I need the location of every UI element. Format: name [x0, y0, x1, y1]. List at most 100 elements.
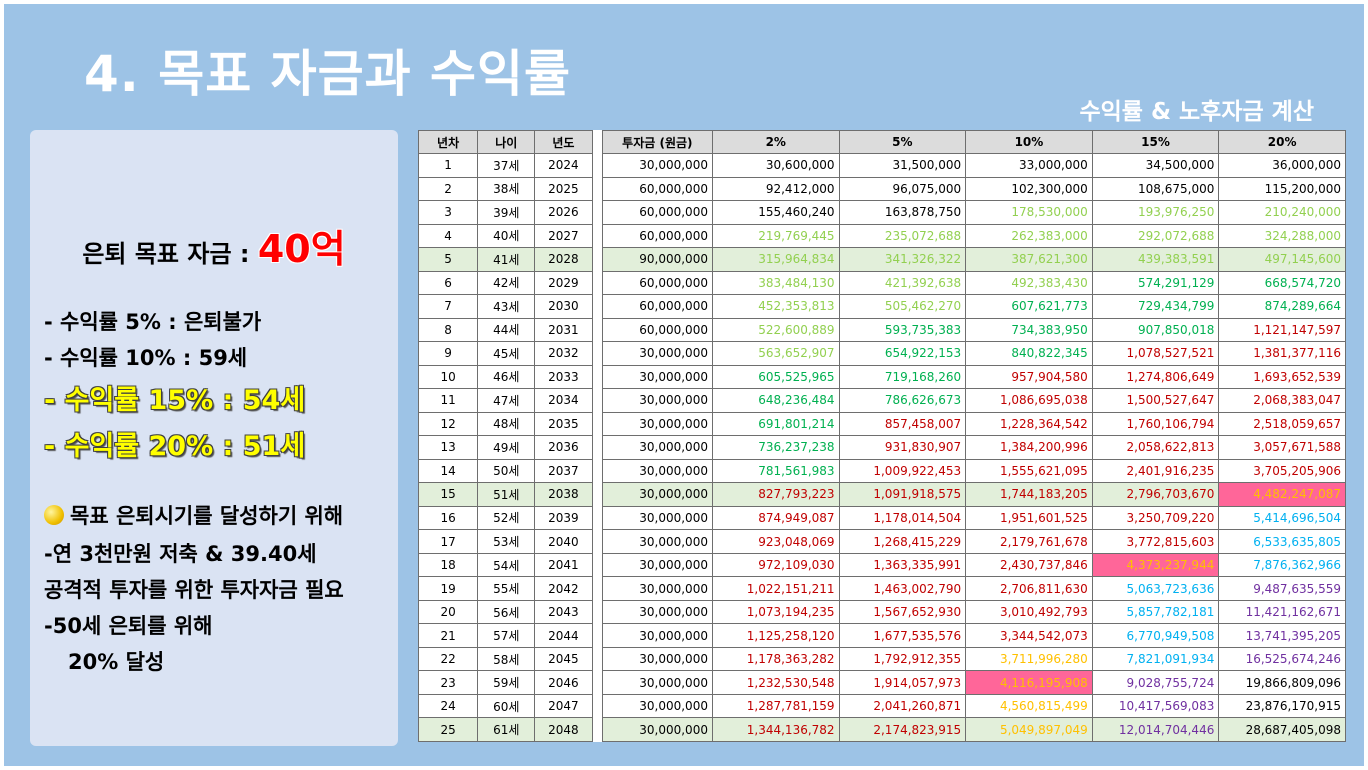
cell-rate-5: 654,922,153 — [838, 341, 967, 366]
cell-rate-20: 668,574,720 — [1218, 270, 1346, 296]
cell-age: 40세 — [477, 223, 536, 249]
cell-age: 42세 — [477, 270, 536, 296]
cell-rate-10: 3,344,542,073 — [965, 623, 1093, 648]
column-gap — [591, 670, 603, 695]
cell-rate-15: 7,821,091,934 — [1091, 646, 1220, 672]
cell-rate-15: 1,274,806,649 — [1091, 364, 1220, 390]
cell-age: 61세 — [477, 717, 536, 742]
column-gap — [591, 647, 603, 671]
cell-rate-15: 574,291,129 — [1091, 270, 1220, 296]
cell-age: 38세 — [477, 176, 536, 202]
cell-rate-15: 34,500,000 — [1091, 153, 1220, 178]
cell-rate-2: 827,793,223 — [711, 482, 840, 507]
column-gap — [591, 318, 603, 342]
cell-rate-5: 2,041,260,871 — [838, 693, 967, 719]
cell-rate-10: 262,383,000 — [965, 223, 1093, 249]
table-row: 24 60세 2047 30,000,000 1,287,781,159 2,041,26… — [417, 693, 1346, 719]
cell-investment: 30,000,000 — [601, 411, 713, 437]
cell-year: 5 — [417, 247, 479, 272]
cell-rate-2: 315,964,834 — [711, 247, 840, 272]
cell-calendar-year: 2026 — [534, 200, 593, 225]
cell-calendar-year: 2041 — [534, 552, 593, 578]
header-rate-5: 5% — [838, 130, 967, 154]
column-gap — [591, 247, 603, 272]
cell-year: 7 — [417, 294, 479, 319]
column-gap — [591, 576, 603, 601]
retirement-goal: 은퇴 목표 자금 : 40억 — [30, 218, 398, 273]
cell-rate-15: 907,850,018 — [1091, 317, 1220, 343]
cell-rate-2: 522,600,889 — [711, 317, 840, 343]
cell-rate-2: 383,484,130 — [711, 270, 840, 296]
cell-rate-15: 439,383,591 — [1091, 247, 1220, 272]
coin-icon — [44, 505, 64, 525]
cell-rate-15: 12,014,704,446 — [1091, 717, 1220, 742]
table-row: 25 61세 2048 30,000,000 1,344,136,782 2,174,82… — [417, 717, 1346, 742]
cell-year: 15 — [417, 482, 479, 507]
cell-rate-15: 10,417,569,083 — [1091, 693, 1220, 719]
table-row: 1 37세 2024 30,000,000 30,600,000 31,500,000 33… — [417, 153, 1346, 178]
cell-rate-20: 1,693,652,539 — [1218, 364, 1346, 390]
column-gap — [591, 130, 603, 154]
cell-age: 48세 — [477, 411, 536, 437]
cell-calendar-year: 2044 — [534, 623, 593, 648]
table-row: 3 39세 2026 60,000,000 155,460,240 163,878,750… — [417, 200, 1346, 225]
cell-rate-10: 734,383,950 — [965, 317, 1093, 343]
cell-calendar-year: 2038 — [534, 482, 593, 507]
cell-year: 20 — [417, 599, 479, 625]
cell-rate-2: 1,287,781,159 — [711, 693, 840, 719]
cell-rate-20: 7,876,362,966 — [1218, 552, 1346, 578]
rate-line-10: - 수익률 10% : 59세 — [44, 346, 248, 370]
table-row: 18 54세 2041 30,000,000 972,109,030 1,363,335,… — [417, 552, 1346, 578]
table-header-row: 년차 나이 년도 투자금 (원금) 2% 5% 10% 15% 20% — [417, 130, 1346, 154]
cell-rate-20: 1,381,377,116 — [1218, 341, 1346, 366]
cell-rate-20: 13,741,395,205 — [1218, 623, 1346, 648]
cell-rate-20: 4,482,247,087 — [1218, 482, 1346, 507]
note-line-4: -50세 은퇴를 위해 — [44, 614, 213, 638]
cell-calendar-year: 2028 — [534, 247, 593, 272]
cell-calendar-year: 2030 — [534, 294, 593, 319]
cell-rate-20: 1,121,147,597 — [1218, 317, 1346, 343]
cell-rate-20: 210,240,000 — [1218, 200, 1346, 225]
cell-rate-2: 972,109,030 — [711, 552, 840, 578]
returns-table: 년차 나이 년도 투자금 (원금) 2% 5% 10% 15% 20% 1 37세… — [417, 130, 1346, 742]
cell-year: 17 — [417, 529, 479, 554]
table-row: 6 42세 2029 60,000,000 383,484,130 421,392,638… — [417, 270, 1346, 296]
cell-rate-5: 31,500,000 — [838, 153, 967, 178]
cell-age: 44세 — [477, 317, 536, 343]
table-row: 9 45세 2032 30,000,000 563,652,907 654,922,153… — [417, 341, 1346, 366]
cell-rate-15: 1,760,106,794 — [1091, 411, 1220, 437]
note-line-1: 목표 은퇴시기를 달성하기 위해 — [44, 500, 343, 530]
cell-rate-2: 691,801,214 — [711, 411, 840, 437]
cell-rate-10: 3,010,492,793 — [965, 599, 1093, 625]
header-rate-20: 20% — [1218, 130, 1346, 154]
header-rate-2: 2% — [711, 130, 840, 154]
cell-age: 46세 — [477, 364, 536, 390]
cell-rate-5: 786,626,673 — [838, 388, 967, 413]
cell-investment: 30,000,000 — [601, 599, 713, 625]
cell-year: 4 — [417, 223, 479, 249]
table-row: 22 58세 2045 30,000,000 1,178,363,282 1,792,91… — [417, 646, 1346, 672]
cell-age: 50세 — [477, 458, 536, 484]
cell-rate-5: 235,072,688 — [838, 223, 967, 249]
note-line-5: 20% 달성 — [68, 650, 165, 674]
cell-rate-2: 30,600,000 — [711, 153, 840, 178]
table-row: 19 55세 2042 30,000,000 1,022,151,211 1,463,00… — [417, 576, 1346, 601]
cell-rate-15: 2,796,703,670 — [1091, 482, 1220, 507]
cell-rate-5: 1,677,535,576 — [838, 623, 967, 648]
column-gap — [591, 224, 603, 248]
cell-year: 22 — [417, 646, 479, 672]
cell-rate-5: 857,458,007 — [838, 411, 967, 437]
cell-investment: 60,000,000 — [601, 317, 713, 343]
cell-calendar-year: 2034 — [534, 388, 593, 413]
cell-year: 18 — [417, 552, 479, 578]
cell-year: 2 — [417, 176, 479, 202]
cell-year: 3 — [417, 200, 479, 225]
cell-calendar-year: 2043 — [534, 599, 593, 625]
table-row: 23 59세 2046 30,000,000 1,232,530,548 1,914,05… — [417, 670, 1346, 695]
cell-rate-2: 923,048,069 — [711, 529, 840, 554]
cell-rate-15: 108,675,000 — [1091, 176, 1220, 202]
cell-calendar-year: 2045 — [534, 646, 593, 672]
cell-investment: 30,000,000 — [601, 646, 713, 672]
table-body: 1 37세 2024 30,000,000 30,600,000 31,500,000 33… — [417, 153, 1346, 742]
cell-rate-20: 5,414,696,504 — [1218, 505, 1346, 531]
